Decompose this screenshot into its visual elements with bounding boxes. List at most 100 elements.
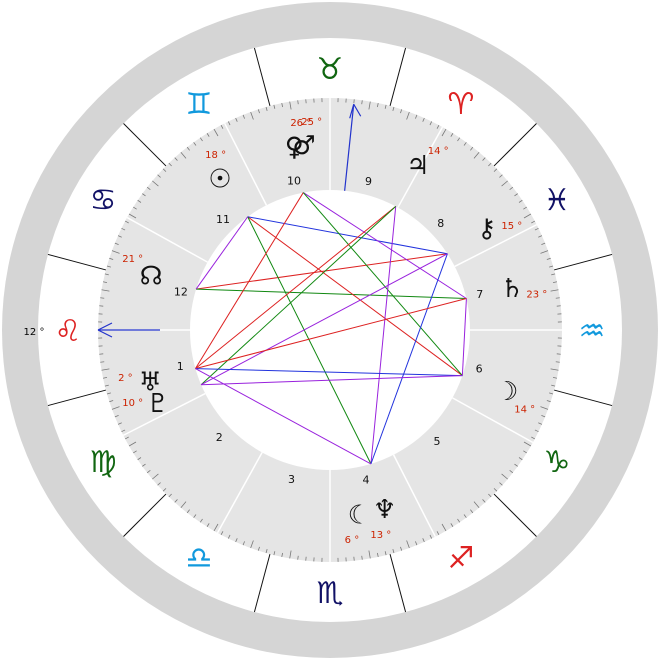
sign-gemini-icon: ♊ [186, 87, 213, 122]
house-number: 11 [216, 213, 230, 226]
house-cusp-line [397, 126, 444, 208]
sign-divider [253, 47, 271, 107]
degree-tick [518, 457, 523, 461]
aspect-line [303, 192, 467, 299]
degree-tick [493, 488, 498, 492]
degree-tick [441, 128, 447, 137]
aspect-line [247, 216, 372, 465]
planet-lilith-icon: ☾ [348, 501, 371, 531]
aspect-line [195, 205, 397, 369]
degree-tick [509, 186, 514, 190]
degree-tick [250, 540, 254, 549]
house-number: 8 [437, 217, 444, 230]
degree-tick [392, 106, 395, 111]
degree-tick [368, 550, 371, 559]
degree-tick [436, 531, 440, 536]
aspect-line [247, 216, 448, 255]
aspect-line [370, 206, 397, 464]
degree-tick [257, 109, 260, 114]
degree-tick [104, 273, 109, 276]
degree-tick [104, 384, 109, 387]
degree-tick [488, 162, 492, 167]
midheaven-arrowhead [349, 103, 362, 119]
aspect-line [200, 206, 397, 386]
degree-tick [550, 368, 559, 371]
planet-uranus-icon: ♅ [139, 368, 162, 398]
degree-tick [242, 541, 245, 546]
degree-tick [281, 102, 283, 108]
degree-tick [199, 518, 203, 523]
midheaven-axis [344, 104, 355, 191]
degree-tick [501, 473, 508, 480]
house-number: 4 [362, 474, 369, 487]
degree-tick [152, 473, 159, 480]
planet-saturn-icon: ♄ [501, 274, 524, 304]
planet-degree-label: 14 ° [514, 405, 535, 416]
degree-tick [406, 111, 410, 120]
degree-tick [482, 499, 486, 503]
sign-virgo-icon: ♍ [90, 445, 117, 480]
degree-tick [518, 199, 523, 203]
degree-tick [392, 549, 395, 554]
degree-tick [406, 540, 410, 549]
degree-tick [220, 531, 224, 536]
house-cusp-line [126, 216, 208, 263]
sign-aries-icon: ♈ [448, 87, 475, 122]
degree-tick [250, 111, 254, 120]
degree-tick [297, 100, 299, 105]
degree-tick [168, 493, 172, 498]
degree-tick [180, 501, 187, 508]
degree-tick [463, 142, 467, 146]
sign-divider [553, 389, 613, 407]
degree-tick [450, 133, 454, 137]
degree-tick [541, 415, 546, 418]
degree-tick [488, 493, 492, 498]
degree-tick [109, 257, 114, 260]
degree-tick [531, 220, 536, 224]
sign-scorpio-icon: ♏ [317, 576, 344, 611]
degree-tick [384, 104, 387, 109]
planet-degree-label: 25 ° [301, 117, 322, 128]
degree-tick [470, 146, 474, 151]
planet-degree-label: 23 ° [526, 290, 547, 301]
house-cusp-line [454, 224, 538, 268]
degree-tick [128, 441, 137, 447]
degree-tick [457, 137, 461, 142]
degree-tick [101, 289, 110, 292]
degree-tick [273, 551, 276, 556]
degree-tick [555, 297, 560, 299]
degree-tick [540, 406, 549, 410]
degree-tick [429, 534, 433, 539]
degree-tick [235, 117, 238, 122]
planet-pluto-icon: ♇ [146, 389, 169, 419]
planet-degree-label: 26 ° [290, 118, 311, 129]
aspect-line [196, 288, 467, 300]
degree-tick [493, 168, 498, 172]
sign-divider [389, 47, 407, 107]
degree-tick [102, 377, 108, 379]
degree-tick [117, 422, 122, 425]
degree-tick [162, 488, 167, 492]
degree-tick [265, 549, 268, 554]
sign-sagittarius-icon: ♐ [448, 541, 475, 576]
house-cusp-line [392, 454, 436, 538]
degree-tick [124, 220, 129, 224]
degree-tick [146, 186, 151, 190]
planet-moon-icon: ☽ [495, 377, 518, 407]
degree-tick [368, 101, 371, 110]
degree-tick [114, 242, 119, 245]
planet-venus-icon: ♀ [285, 132, 304, 162]
degree-tick [137, 199, 142, 203]
aspect-line [200, 253, 448, 386]
planet-mars-icon: ♂ [292, 131, 315, 161]
degree-tick [100, 361, 105, 363]
sign-divider [123, 123, 167, 167]
degree-tick [157, 174, 161, 178]
degree-tick [193, 514, 197, 518]
degree-tick [550, 289, 559, 292]
degree-tick [180, 152, 187, 159]
sign-divider [253, 553, 271, 613]
planet-degree-label: 2 ° [118, 373, 133, 384]
house-cusp-line [224, 122, 268, 206]
